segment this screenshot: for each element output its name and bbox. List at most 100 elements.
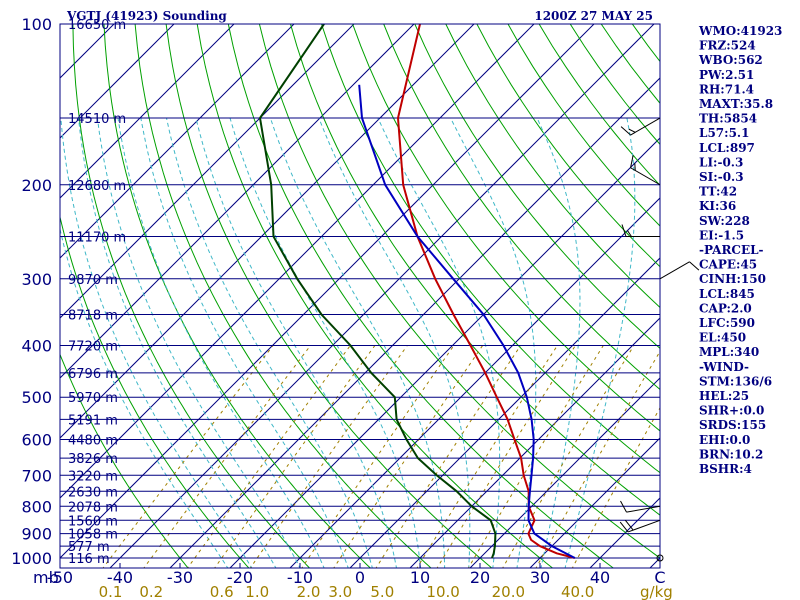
wind-barb xyxy=(619,519,661,533)
wind-barb-staff xyxy=(630,167,661,186)
dry-adiabat-line xyxy=(60,353,189,568)
stability-index: WBO:562 xyxy=(698,53,763,67)
dry-adiabat-line xyxy=(103,24,372,568)
height-label: 1058 m xyxy=(68,528,118,543)
temperature-tick-label: 20 xyxy=(470,568,490,587)
dry-adiabat-line xyxy=(72,24,311,568)
mixing-ratio-label: 0.2 xyxy=(139,583,163,600)
stability-index: EL:450 xyxy=(699,331,746,345)
parcel-profile-line xyxy=(358,84,576,559)
wind-barb-feather xyxy=(621,224,627,237)
wind-barb-feather xyxy=(628,128,636,133)
isotherm-line xyxy=(60,24,475,439)
plot-frame xyxy=(59,23,661,569)
stability-index: SW:228 xyxy=(699,214,750,228)
dry-adiabat-line xyxy=(290,24,660,516)
height-label: 8718 m xyxy=(68,309,118,324)
isotherm-line xyxy=(229,137,660,568)
mixing-ratio-line xyxy=(436,345,576,568)
wind-barb-feather xyxy=(620,126,631,136)
temperature-tick-label: -30 xyxy=(167,568,193,587)
stability-index: LI:-0.3 xyxy=(699,155,743,169)
pressure-labels: 100 200 300 400 500 600 700 800 900 1000 xyxy=(11,15,52,568)
temperature-tick-label: -20 xyxy=(227,568,253,587)
wind-barb xyxy=(620,117,661,136)
dry-adiabat-line xyxy=(165,24,493,568)
dry-adiabat-line xyxy=(352,24,660,432)
wind-barb-staff xyxy=(630,117,661,136)
mixing-ratio-line xyxy=(249,345,408,568)
stability-index: WMO:41923 xyxy=(698,24,782,38)
wind-barb xyxy=(621,224,660,237)
wind-barb-feather xyxy=(630,155,634,168)
stability-index: PW:2.51 xyxy=(699,68,754,82)
height-label: 14510 m xyxy=(68,112,126,127)
stability-index: HEL:25 xyxy=(699,389,749,403)
wind-barb xyxy=(659,261,700,280)
mixing-ratio-label: 20.0 xyxy=(492,583,525,600)
stability-index: TH:5854 xyxy=(699,112,757,126)
stability-index: RH:71.4 xyxy=(699,82,754,96)
temperature-tick-label: C xyxy=(654,568,665,587)
temperature-tick-label: 0 xyxy=(355,568,365,587)
moist-adiabat-line xyxy=(96,117,301,568)
mixing-ratio-line xyxy=(187,345,351,568)
temperature-axis-labels: -50 -40 -30 -20 -10 0 10 20 30 40 C xyxy=(47,568,666,587)
isotherm-line xyxy=(529,437,660,568)
isotherm-line xyxy=(60,24,295,259)
height-label: 7720 m xyxy=(68,340,118,355)
calm-wind-circle xyxy=(656,554,664,562)
height-label: 5191 m xyxy=(68,413,118,428)
pressure-label: 100 xyxy=(21,15,52,34)
mixing-ratio-line xyxy=(467,345,604,568)
dry-adiabat-line xyxy=(227,24,615,568)
wind-barb-staff xyxy=(626,505,661,513)
mixing-ratio-label: 3.0 xyxy=(328,583,352,600)
sounding-profiles xyxy=(258,24,576,559)
pressure-label: 1000 xyxy=(11,549,52,568)
temperature-tick-label: -40 xyxy=(107,568,133,587)
stability-index: LFC:590 xyxy=(699,316,755,330)
pressure-label: 500 xyxy=(21,388,52,407)
height-label: 2078 m xyxy=(68,500,118,515)
mixing-ratio-label: 5.0 xyxy=(370,583,394,600)
wind-barb-staff xyxy=(659,261,690,280)
height-label: 3826 m xyxy=(68,452,118,467)
wind-barb xyxy=(656,554,664,562)
wind-barb xyxy=(630,155,661,186)
mixing-ratio-line xyxy=(102,345,274,568)
wind-barb-feather xyxy=(619,521,629,533)
temperature-tick-label: -50 xyxy=(47,568,73,587)
stability-index: L57:5.1 xyxy=(699,126,749,140)
dry-adiabat-line xyxy=(60,214,250,568)
stability-index: MPL:340 xyxy=(699,345,759,359)
stability-index: CAPE:45 xyxy=(699,258,757,272)
temperature-tick-label: 40 xyxy=(590,568,610,587)
height-label: 116 m xyxy=(68,552,110,567)
pressure-label: 300 xyxy=(21,270,52,289)
pressure-unit-label: mb xyxy=(33,568,59,587)
temperature-tick-label: 10 xyxy=(410,568,430,587)
stability-index: FRZ:524 xyxy=(699,39,756,53)
height-label: 1560 m xyxy=(68,514,118,529)
height-label: 5970 m xyxy=(68,391,118,406)
pressure-label: 400 xyxy=(21,337,52,356)
stability-index: MAXT:35.8 xyxy=(699,97,773,111)
moist-adiabat-line xyxy=(564,117,636,568)
moist-adiabat-line xyxy=(140,117,349,568)
isotherm-line xyxy=(60,24,175,139)
isotherm-line xyxy=(109,24,655,568)
mixing-ratio-line xyxy=(502,345,635,568)
stability-indices-panel: WMO:41923FRZ:524WBO:562PW:2.51RH:71.4MAX… xyxy=(698,24,782,476)
pressure-label: 900 xyxy=(21,525,52,544)
stability-index: CAP:2.0 xyxy=(699,301,752,315)
wind-barb-feather xyxy=(627,230,632,237)
isotherm-line xyxy=(169,77,660,568)
isotherm-line xyxy=(60,24,235,199)
mixing-ratio-labels: 0.1 0.2 0.6 1.0 2.0 3.0 5.0 10.0 20.0 40.0 xyxy=(99,583,595,600)
moist-adiabat-line xyxy=(536,117,581,568)
mixing-ratio-line xyxy=(143,345,311,568)
height-label: 3220 m xyxy=(68,469,118,484)
isotherm-line xyxy=(60,24,535,499)
